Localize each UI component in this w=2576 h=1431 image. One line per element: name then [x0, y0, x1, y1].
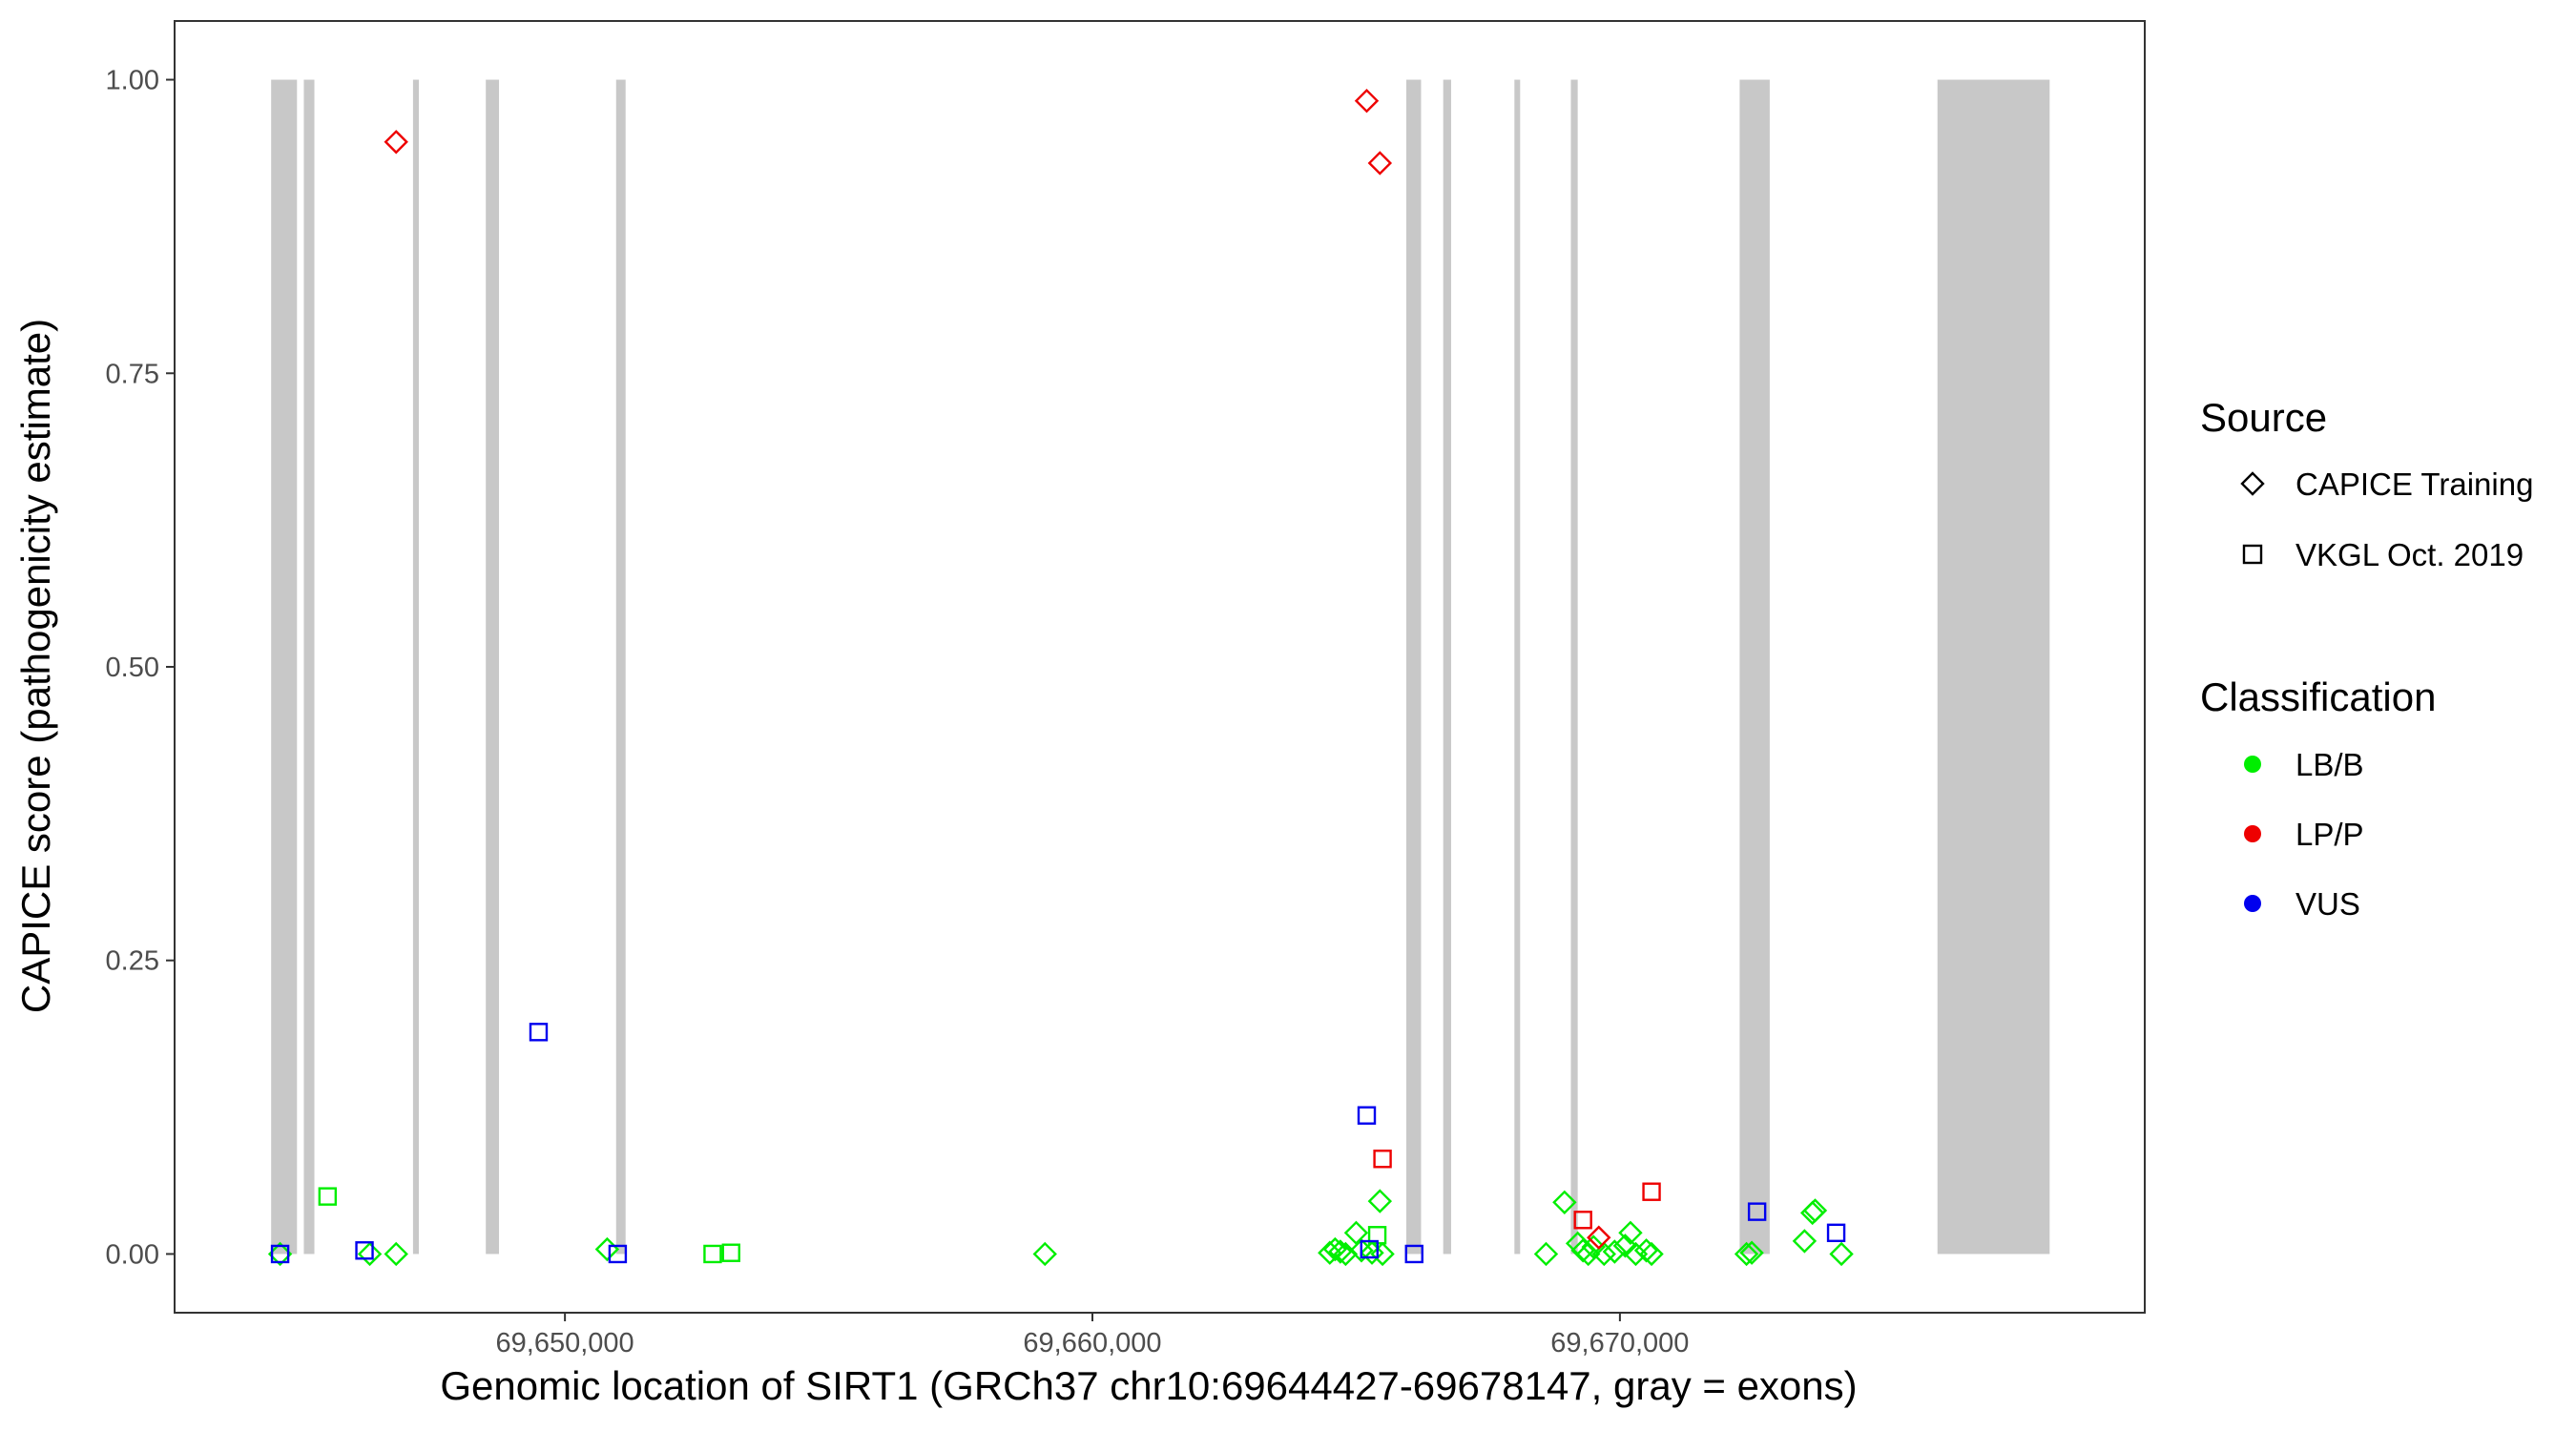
data-point-diamond	[1370, 1241, 1395, 1267]
legend-square-key	[2242, 544, 2263, 565]
data-point-diamond	[1633, 1238, 1659, 1263]
data-point-square	[721, 1243, 740, 1262]
y-tick-label: 0.50	[106, 653, 159, 683]
exon-bar	[303, 79, 315, 1255]
y-axis: 0.00 0.25 0.50 0.75 1.00	[106, 66, 175, 1270]
data-point-diamond	[1829, 1241, 1854, 1267]
x-axis-title: Genomic location of SIRT1 (GRCh37 chr10:…	[440, 1363, 1857, 1408]
legend-class-entry-vus: VUS	[2296, 886, 2360, 922]
data-point-diamond	[1739, 1240, 1764, 1265]
legend-source-entry-vkgl: VKGL Oct. 2019	[2296, 537, 2524, 572]
legend-classification: Classification LB/B LP/P VUS	[2200, 674, 2436, 922]
data-point-diamond	[1639, 1241, 1664, 1267]
data-point-diamond	[1602, 1239, 1628, 1264]
exon-bar	[615, 79, 626, 1255]
data-point-square	[1642, 1182, 1661, 1201]
y-axis-title: CAPICE score (pathogenicity estimate)	[13, 319, 58, 1013]
exon-bar	[1443, 79, 1451, 1255]
x-axis: 69,650,000 69,660,000 69,670,000	[496, 1313, 1689, 1358]
legend-diamond-key	[2240, 471, 2265, 496]
legend-source-title: Source	[2200, 395, 2327, 440]
data-point-diamond	[1802, 1198, 1828, 1223]
legend-classification-title: Classification	[2200, 674, 2436, 719]
data-point-diamond	[1367, 1189, 1393, 1213]
data-point-diamond	[1367, 151, 1393, 176]
exon-bar	[271, 79, 298, 1255]
data-point-diamond	[1360, 1240, 1384, 1265]
exon-bar	[1937, 79, 2050, 1255]
exon-bar	[1405, 79, 1422, 1255]
data-point-square	[1404, 1244, 1423, 1264]
data-point-diamond	[1328, 1239, 1353, 1264]
data-point-square	[270, 1244, 290, 1264]
data-point-square	[703, 1244, 722, 1264]
exons-layer	[271, 79, 2050, 1255]
legend-class-entry-lbb: LB/B	[2296, 747, 2364, 782]
data-point-square	[318, 1187, 338, 1206]
data-point-diamond	[1587, 1225, 1611, 1250]
data-point-diamond	[1581, 1234, 1606, 1259]
legend-dot-vus	[2244, 895, 2261, 912]
data-point-diamond	[384, 130, 408, 155]
data-point-diamond	[1591, 1241, 1616, 1267]
data-point-square	[1360, 1239, 1379, 1259]
y-tick-label: 0.75	[106, 359, 159, 389]
x-tick-label: 69,650,000	[496, 1328, 634, 1358]
data-point-square	[1357, 1106, 1377, 1125]
y-tick-label: 0.00	[106, 1239, 159, 1270]
data-point-diamond	[1354, 89, 1380, 114]
x-tick-label: 69,670,000	[1550, 1328, 1689, 1358]
data-point-diamond	[1618, 1220, 1643, 1245]
exon-bar	[1570, 79, 1578, 1255]
data-point-square	[1747, 1202, 1767, 1221]
points-layer	[267, 89, 1854, 1267]
data-point-diamond	[1570, 1238, 1595, 1263]
y-tick-label: 1.00	[106, 66, 159, 96]
exon-bar	[1514, 79, 1521, 1255]
data-point-square	[355, 1241, 374, 1260]
y-tick-label: 0.25	[106, 946, 159, 977]
exon-bar	[486, 79, 500, 1255]
data-point-square	[1373, 1150, 1392, 1169]
data-point-square	[1573, 1211, 1592, 1230]
exon-bar	[1739, 79, 1770, 1255]
data-point-square	[608, 1244, 628, 1264]
data-point-diamond	[1333, 1241, 1359, 1267]
legend-dot-lpp	[2244, 825, 2261, 842]
data-point-diamond	[1533, 1241, 1559, 1267]
data-point-diamond	[1623, 1241, 1649, 1267]
legend-dot-lbb	[2244, 756, 2261, 773]
data-point-diamond	[1792, 1229, 1818, 1254]
data-point-diamond	[384, 1241, 408, 1267]
x-tick-label: 69,660,000	[1023, 1328, 1161, 1358]
exon-bar	[412, 79, 419, 1255]
data-point-square	[529, 1023, 549, 1042]
data-point-diamond	[1734, 1241, 1759, 1267]
legend-class-entry-lpp: LP/P	[2296, 817, 2364, 852]
data-point-square	[1826, 1223, 1846, 1242]
data-point-diamond	[357, 1241, 383, 1267]
data-point-diamond	[1343, 1220, 1369, 1245]
data-point-diamond	[1032, 1241, 1057, 1267]
legend-source: Source CAPICE Training VKGL Oct. 2019	[2200, 395, 2533, 572]
legend-source-entry-capice: CAPICE Training	[2296, 467, 2533, 502]
data-point-diamond	[1576, 1241, 1601, 1267]
data-point-diamond	[1552, 1190, 1577, 1214]
data-point-diamond	[1318, 1240, 1342, 1265]
